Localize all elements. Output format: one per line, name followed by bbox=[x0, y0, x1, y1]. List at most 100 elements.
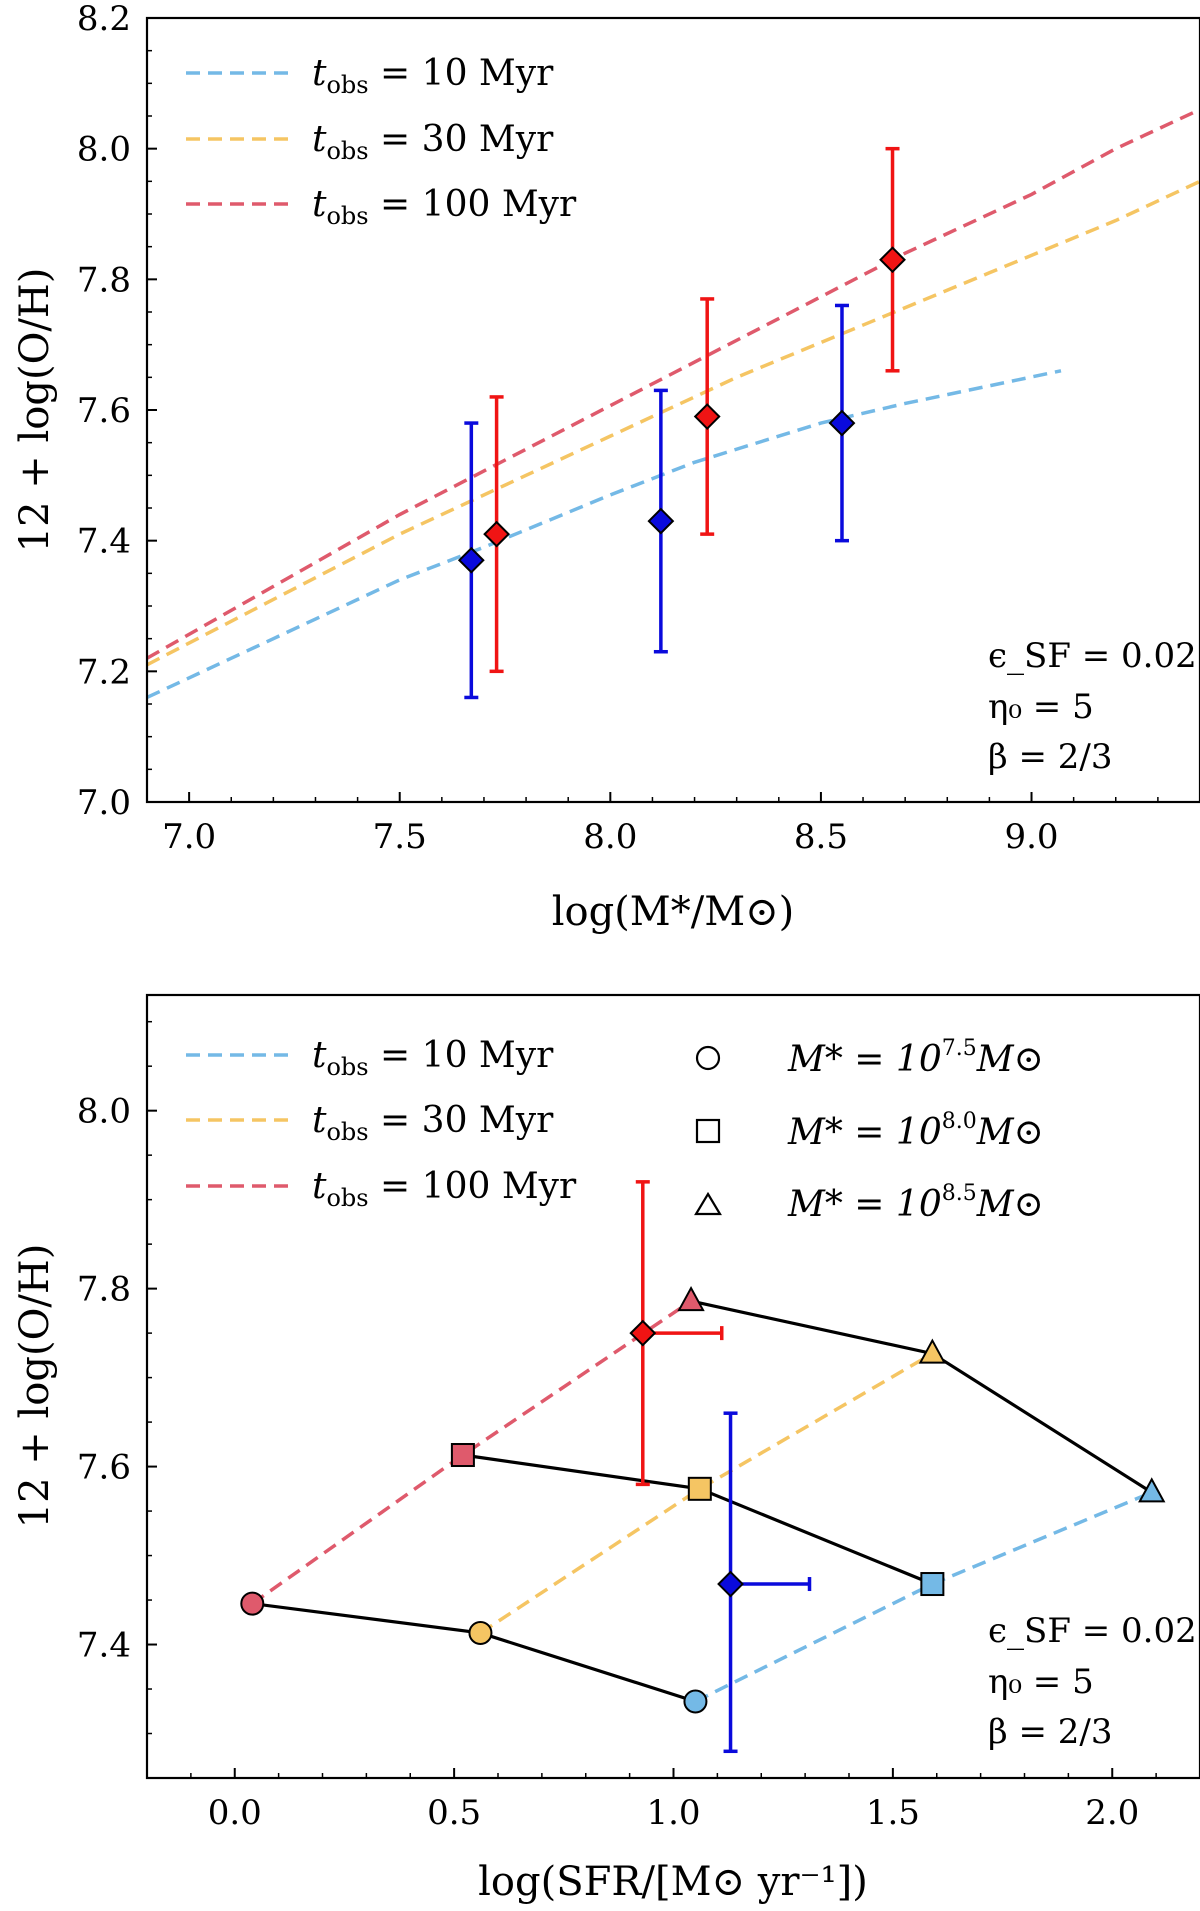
bottom-legend-lines: tobs = 10 Myr tobs = 30 Myr tobs = 100 M… bbox=[186, 1035, 577, 1212]
top-xtick-label: 7.0 bbox=[162, 817, 216, 857]
svg-text:tobs = 10 Myr: tobs = 10 Myr bbox=[312, 53, 554, 99]
top-ytick-label: 8.2 bbox=[77, 0, 131, 39]
bottom-data-points bbox=[629, 1180, 812, 1754]
bottom-legend-entry-10myr: tobs = 10 Myr bbox=[186, 1035, 554, 1081]
top-plot-frame bbox=[145, 16, 1200, 804]
top-legend: tobs = 10 Myr tobs = 30 Myr tobs = 100 M… bbox=[186, 53, 577, 230]
bottom-y-axis-title: 12 + log(O/H) bbox=[12, 1244, 58, 1529]
legend-circle-exp: 7.5 bbox=[942, 1036, 977, 1061]
bottom-circle-marker bbox=[468, 1620, 493, 1645]
svg-text:M* = 107.5M⊙: M* = 107.5M⊙ bbox=[787, 1036, 1044, 1080]
bottom-legend-label-100myr: = 100 Myr bbox=[369, 1166, 577, 1207]
legend-square-tail: M⊙ bbox=[976, 1112, 1044, 1153]
top-data-diamond bbox=[879, 246, 906, 274]
legend-triangle-tail: M⊙ bbox=[976, 1184, 1044, 1225]
top-xtick-label: 8.0 bbox=[583, 817, 637, 857]
bottom-legend-var-100myr: t bbox=[312, 1166, 327, 1207]
top-data-diamond bbox=[483, 520, 511, 548]
top-data-diamond bbox=[457, 546, 485, 574]
legend-circle-marker bbox=[695, 1045, 721, 1071]
bottom-mass-tracks bbox=[240, 1285, 1166, 1714]
legend-square-exp: 8.0 bbox=[942, 1109, 977, 1134]
bottom-track-square bbox=[462, 1453, 933, 1586]
bottom-track-circle bbox=[252, 1602, 696, 1704]
bottom-xtick-label: 1.5 bbox=[866, 1793, 920, 1833]
top-data-diamond bbox=[647, 507, 675, 535]
bottom-plot-frame bbox=[145, 993, 1200, 1780]
top-curve-30myr bbox=[147, 179, 1200, 667]
bottom-anno-eta: η₀ = 5 bbox=[988, 1662, 1094, 1702]
svg-text:tobs = 100 Myr: tobs = 100 Myr bbox=[312, 1166, 577, 1212]
top-y-axis-title: 12 + log(O/H) bbox=[12, 268, 58, 553]
svg-text:M* = 108.5M⊙: M* = 108.5M⊙ bbox=[787, 1181, 1044, 1225]
top-ytick-label: 7.2 bbox=[77, 652, 131, 692]
bottom-xtick-label: 1.0 bbox=[646, 1793, 700, 1833]
top-legend-entry-100myr: tobs = 100 Myr bbox=[186, 184, 577, 230]
svg-text:tobs = 30 Myr: tobs = 30 Myr bbox=[312, 1100, 554, 1146]
bottom-data-diamond bbox=[717, 1570, 744, 1598]
bottom-xtick-label: 0.5 bbox=[427, 1793, 481, 1833]
bottom-legend-sub-100myr: obs bbox=[326, 1184, 368, 1212]
top-legend-label-30myr: = 30 Myr bbox=[369, 119, 555, 160]
bottom-legend-entry-circle: M* = 107.5M⊙ bbox=[695, 1036, 1044, 1080]
bottom-square-marker bbox=[687, 1476, 712, 1501]
bottom-legend-markers: M* = 107.5M⊙ M* = 108.0M⊙ M* = 108.5M⊙ bbox=[694, 1036, 1044, 1225]
top-anno-eps: ϵ_SF = 0.02 bbox=[988, 636, 1197, 676]
bottom-legend-entry-square: M* = 108.0M⊙ bbox=[695, 1109, 1044, 1153]
bottom-anno-eps: ϵ_SF = 0.02 bbox=[988, 1611, 1197, 1651]
svg-text:tobs = 100 Myr: tobs = 100 Myr bbox=[312, 184, 577, 230]
top-panel: 7.0 7.5 8.0 8.5 9.07.07.27.47.67.88.08.2 tob… bbox=[12, 0, 1200, 935]
bottom-triangle-marker bbox=[677, 1285, 705, 1312]
bottom-triangle-marker bbox=[1138, 1477, 1166, 1503]
top-axis-ticks: 7.0 7.5 8.0 8.5 9.0 7.0 7.2 7.4 7.6 7.8 8.0 8.2 bbox=[77, 0, 1159, 857]
legend-square-marker bbox=[695, 1118, 721, 1144]
bottom-curve-100myr bbox=[251, 1299, 693, 1606]
bottom-data-diamond bbox=[629, 1319, 657, 1347]
bottom-parameter-annotation: ϵ_SF = 0.02 η₀ = 5 β = 2/3 bbox=[988, 1611, 1197, 1752]
bottom-legend-var-30myr: t bbox=[312, 1100, 327, 1141]
legend-circle-tail: M⊙ bbox=[976, 1039, 1044, 1080]
bottom-ytick-label: 7.8 bbox=[77, 1270, 131, 1310]
legend-triangle-marker bbox=[694, 1191, 722, 1216]
top-xtick-label: 9.0 bbox=[1004, 817, 1058, 857]
top-data-diamond bbox=[693, 403, 721, 430]
top-curve-10myr bbox=[147, 369, 1062, 700]
bottom-panel: 0.0 0.5 1.0 1.5 2.07.47.67.88.0 tobs = 10 My… bbox=[12, 993, 1200, 1905]
bottom-xtick-label: 2.0 bbox=[1085, 1793, 1139, 1833]
bottom-track-triangle bbox=[690, 1299, 1153, 1494]
bottom-triangle-marker bbox=[918, 1338, 947, 1364]
bottom-legend-entry-100myr: tobs = 100 Myr bbox=[186, 1166, 577, 1212]
top-legend-entry-30myr: tobs = 30 Myr bbox=[186, 119, 554, 165]
top-anno-beta: β = 2/3 bbox=[988, 737, 1112, 777]
top-legend-sub-10myr: obs bbox=[326, 71, 368, 99]
svg-text:tobs = 10 Myr: tobs = 10 Myr bbox=[312, 1035, 554, 1081]
bottom-circle-marker bbox=[683, 1689, 708, 1714]
top-legend-entry-10myr: tobs = 10 Myr bbox=[186, 53, 554, 99]
bottom-circle-marker bbox=[240, 1591, 265, 1616]
bottom-anno-beta: β = 2/3 bbox=[988, 1712, 1112, 1752]
top-curve-100myr bbox=[147, 107, 1200, 660]
bottom-square-marker bbox=[450, 1443, 475, 1468]
top-legend-label-100myr: = 100 Myr bbox=[369, 184, 577, 225]
bottom-ytick-label: 7.4 bbox=[77, 1626, 131, 1666]
bottom-legend-var-10myr: t bbox=[312, 1035, 327, 1076]
legend-square-label: M* = 10 bbox=[787, 1112, 942, 1153]
bottom-legend-sub-10myr: obs bbox=[326, 1053, 368, 1081]
legend-triangle-label: M* = 10 bbox=[787, 1184, 942, 1225]
top-legend-label-10myr: = 10 Myr bbox=[369, 53, 555, 94]
top-ytick-label: 7.6 bbox=[77, 391, 131, 431]
top-ytick-label: 7.8 bbox=[77, 260, 131, 300]
bottom-legend-sub-30myr: obs bbox=[326, 1118, 368, 1146]
top-legend-var-30myr: t bbox=[312, 119, 327, 160]
bottom-ytick-label: 8.0 bbox=[77, 1092, 131, 1132]
bottom-legend-label-10myr: = 10 Myr bbox=[369, 1035, 555, 1076]
top-parameter-annotation: ϵ_SF = 0.02 η₀ = 5 β = 2/3 bbox=[988, 636, 1197, 777]
bottom-ytick-label: 7.6 bbox=[77, 1448, 131, 1488]
svg-text:tobs = 30 Myr: tobs = 30 Myr bbox=[312, 119, 554, 165]
bottom-square-marker bbox=[920, 1572, 945, 1597]
top-legend-sub-100myr: obs bbox=[326, 202, 368, 230]
legend-triangle-exp: 8.5 bbox=[942, 1181, 977, 1206]
top-x-axis-title: log(M*/M⊙) bbox=[552, 889, 795, 935]
top-legend-var-100myr: t bbox=[312, 184, 327, 225]
bottom-legend-label-30myr: = 30 Myr bbox=[369, 1100, 555, 1141]
